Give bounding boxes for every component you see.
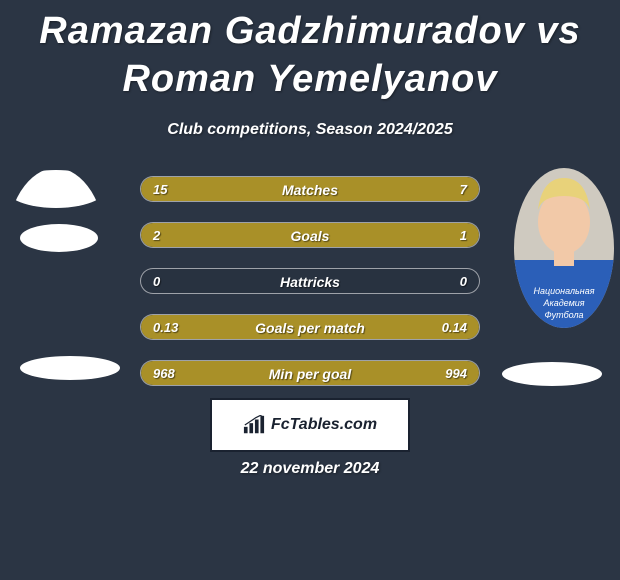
stats-container: 157Matches 21Goals 00Hattricks 0.130.14Goal…	[140, 176, 480, 406]
stat-label: Goals per match	[141, 315, 479, 339]
stat-row: 968994Min per goal	[140, 360, 480, 386]
stat-row: 0.130.14Goals per match	[140, 314, 480, 340]
chart-icon	[243, 415, 265, 435]
comparison-title: Ramazan Gadzhimuradov vs Roman Yemelyano…	[0, 0, 620, 103]
player2-avatar: Национальная Академия Футбола	[514, 168, 614, 328]
stat-row: 00Hattricks	[140, 268, 480, 294]
svg-text:Академия: Академия	[542, 298, 584, 308]
stat-label: Min per goal	[141, 361, 479, 385]
source-badge: FcTables.com	[210, 398, 410, 452]
player2-photo: Национальная Академия Футбола	[514, 168, 614, 328]
snapshot-date: 22 november 2024	[0, 460, 620, 478]
comparison-subtitle: Club competitions, Season 2024/2025	[0, 121, 620, 139]
player2-name-placeholder	[502, 362, 602, 386]
stat-row: 21Goals	[140, 222, 480, 248]
stat-label: Goals	[141, 223, 479, 247]
stat-label: Matches	[141, 177, 479, 201]
svg-text:Национальная: Национальная	[533, 286, 594, 296]
player1-avatar	[6, 168, 106, 328]
player1-name-placeholder	[20, 356, 120, 380]
stat-label: Hattricks	[141, 269, 479, 293]
stat-row: 157Matches	[140, 176, 480, 202]
badge-text: FcTables.com	[271, 416, 377, 434]
svg-text:Футбола: Футбола	[544, 310, 583, 320]
